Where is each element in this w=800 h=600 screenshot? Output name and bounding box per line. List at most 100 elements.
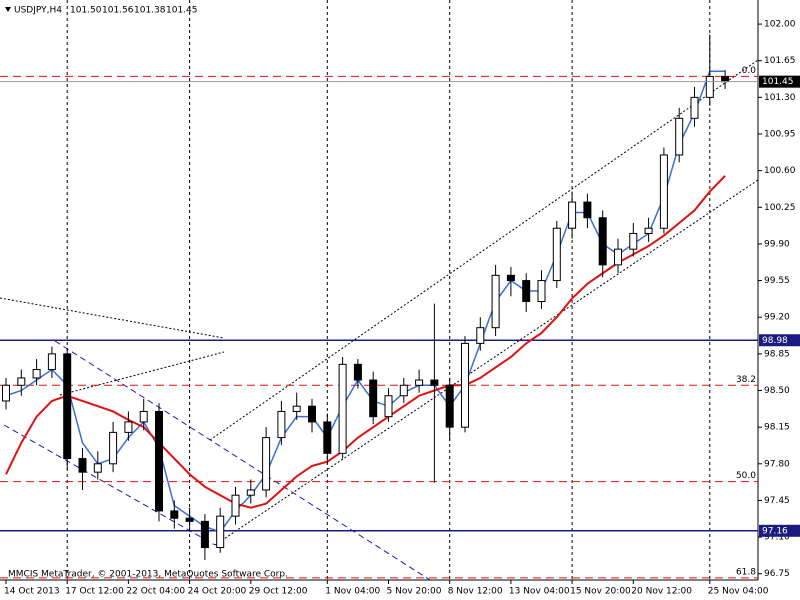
candle-body [185,517,194,522]
y-tick-label: 99.55 [764,276,790,286]
candle-body [506,274,515,282]
candle-body [614,248,622,266]
candle-body [47,353,56,371]
candle-body [246,489,255,496]
candle-body [277,410,286,439]
candle-body [522,280,531,303]
y-tick-label: 98.85 [764,349,790,359]
price-tag [759,524,800,537]
y-tick-label: 97.80 [764,459,790,469]
y-tick-label: 99.20 [764,313,790,323]
candle-body [552,227,561,282]
x-tick-label: 14 Oct 2013 [4,587,60,597]
price-tag-label: 97.16 [762,526,788,536]
candle-body [308,405,316,423]
x-tick-label: 22 Oct 04:00 [126,587,185,597]
current-price-label: 101.45 [762,77,794,87]
candle-body [568,201,577,229]
candle-body [491,274,500,329]
candle-body [139,410,148,423]
candle-body [231,494,240,517]
header-value: 101.45 [166,6,198,16]
y-tick-label: 100.60 [764,166,796,176]
candle-body [109,431,118,465]
x-tick-label: 20 Nov 12:00 [631,587,692,597]
y-tick-label: 96.75 [764,569,790,579]
channel-line [54,340,431,581]
candle-body [32,369,41,379]
y-tick-label: 101.30 [764,93,796,103]
candle-body [629,232,638,250]
candle-body [445,384,454,428]
y-tick-label: 97.45 [764,496,790,506]
header-value: 101.38 [134,6,166,16]
candle-body [461,342,469,428]
candle-body [476,327,485,344]
candle-body [369,379,378,418]
fib-label: 0.0 [742,66,757,76]
x-tick-label: 13 Nov 04:00 [509,587,570,597]
candle-body [2,384,10,402]
candle-body [17,377,26,386]
current-price-tag [759,75,800,88]
header-value: 101.56 [102,6,134,16]
y-tick-label: 101.65 [764,56,796,66]
candle-body [583,201,592,219]
candle-body [323,421,332,454]
x-tick-label: 24 Oct 20:00 [188,587,247,597]
price-tag [759,334,800,347]
candle-body [262,437,271,491]
trendlines [0,59,759,581]
moving-average [5,175,726,509]
y-tick-label: 102.00 [764,20,796,30]
candle-body [430,379,439,386]
candle-body [353,363,362,381]
candle-body [200,520,209,549]
header-value: 101.50 [70,6,102,16]
y-tick-label: 97.10 [764,533,790,543]
channel-line [214,179,759,546]
candle-body [598,217,607,266]
candle-body [292,405,301,412]
x-tick-label: 29 Oct 12:00 [249,587,308,597]
candle-body [216,515,225,549]
channel-line [209,59,759,441]
candle-body [721,75,730,83]
x-tick-label: 1 Nov 04:00 [325,587,380,597]
fib-label: 50.0 [736,471,756,481]
y-tick-label: 100.25 [764,203,796,213]
x-tick-label: 15 Nov 20:00 [570,587,631,597]
candle-body [659,154,668,229]
y-tick-label: 100.95 [764,130,796,140]
candle-body [93,463,102,473]
candle-body [155,410,163,512]
footer: MMCIS MetaTrader, © 2001-2013, MetaQuote… [8,570,288,580]
y-tick-label: 99.90 [764,239,790,249]
price-tag-label: 98.98 [762,336,788,346]
candle-body [537,280,546,303]
candle-body [690,96,699,119]
x-tick-label: 25 Nov 04:00 [708,587,769,597]
candle-body [170,510,179,519]
candle-body [675,117,684,156]
dropdown-icon [5,7,11,12]
candle-body [644,227,653,234]
trendline [59,351,225,396]
candle-body [705,75,714,98]
candle-body [338,363,347,454]
x-tick-label: 17 Oct 12:00 [65,587,124,597]
fib-label: 61.8 [736,567,756,577]
x-tick-label: 5 Nov 20:00 [387,587,442,597]
trendline [0,297,225,339]
y-tick-label: 98.50 [764,386,790,396]
candle-body [124,421,133,433]
chart-title: USDJPY,H4 [14,6,62,16]
candle-body [415,379,424,386]
channel-line [3,424,216,546]
candle-body [399,384,408,397]
fib-label: 38.2 [736,375,756,385]
candle-body [384,395,393,418]
